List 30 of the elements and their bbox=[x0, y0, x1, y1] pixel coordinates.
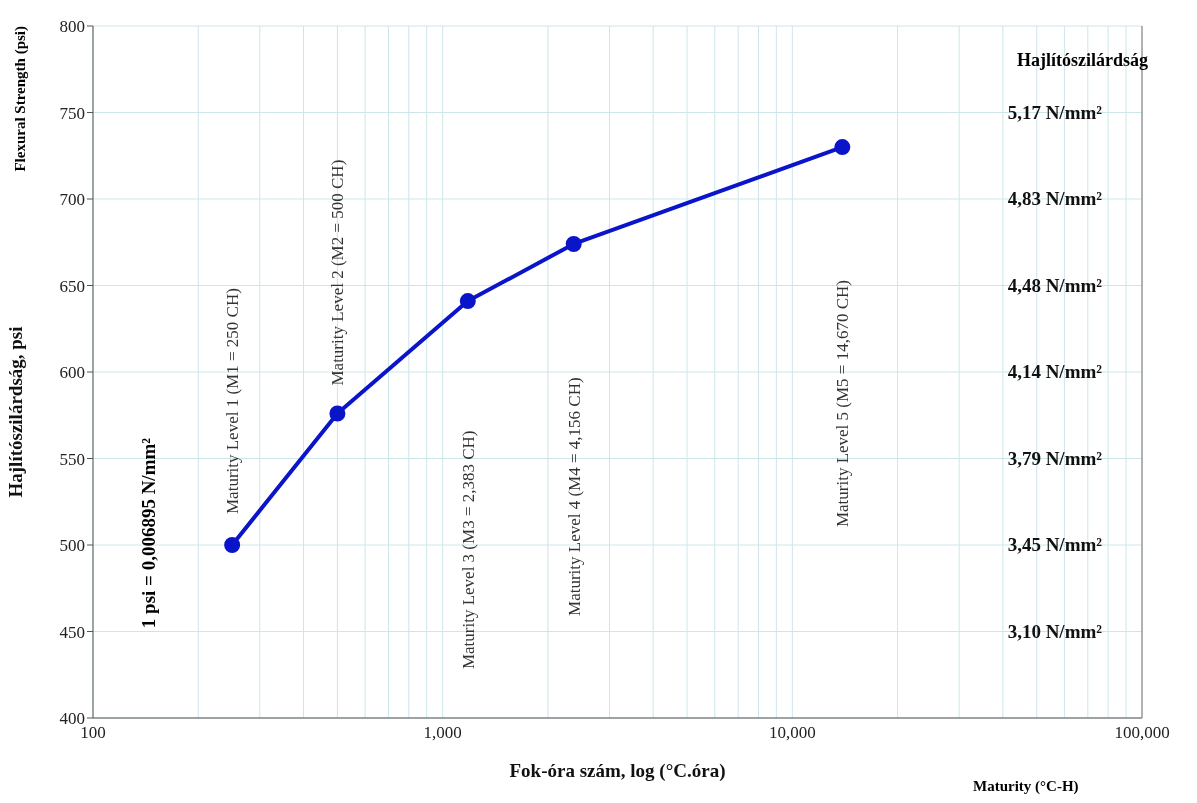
x-tick-label: 100,000 bbox=[1114, 723, 1170, 743]
y-tick-label: 700 bbox=[59, 190, 85, 210]
y-tick-label: 750 bbox=[59, 103, 85, 123]
x-tick-label: 10,000 bbox=[768, 723, 816, 743]
x-tick-label: 1,000 bbox=[423, 723, 462, 743]
text: Maturity (°C-H) bbox=[973, 778, 1079, 795]
annotation: 4,48 N/mm² bbox=[1007, 274, 1103, 296]
x-tick-label: 100 bbox=[80, 723, 106, 743]
annotation: Maturity Level 3 (M3 = 2,383 CH) bbox=[458, 430, 478, 670]
annotation: 4,83 N/mm² bbox=[1007, 188, 1103, 209]
y-tick-label: 500 bbox=[59, 536, 85, 556]
x-axis-title: Fok-óra szám, log (°C.óra) bbox=[509, 760, 726, 783]
y-tick-label: 650 bbox=[59, 276, 85, 296]
y-tick-label: 450 bbox=[59, 622, 85, 642]
annotation: Hajlítószilárdság bbox=[1017, 50, 1148, 71]
y-tick-label: 800 bbox=[59, 17, 85, 37]
y-axis-title: Hajlítószilárdság, psi bbox=[4, 326, 26, 498]
y-tick-label: 550 bbox=[59, 449, 85, 469]
annotation: 1 psi = 0,006895 N/mm² bbox=[138, 438, 160, 629]
annotation: 4,14 N/mm² bbox=[1007, 361, 1103, 382]
annotation: 3,10 N/mm² bbox=[1007, 620, 1103, 642]
annotation: Maturity Level 4 (M4 = 4,156 CH) bbox=[564, 377, 584, 616]
annotation: 3,45 N/mm² bbox=[1007, 534, 1103, 555]
y-tick-label: 600 bbox=[59, 363, 85, 383]
annotation: Maturity Level 5 (M5 = 14,670 CH) bbox=[833, 280, 853, 528]
annotation: 5,17 N/mm² bbox=[1007, 101, 1103, 123]
annotation: Maturity Level 1 (M1 = 250 CH) bbox=[223, 288, 243, 514]
text: Flexural Strength (psi) bbox=[12, 26, 29, 172]
annotation: Maturity Level 2 (M2 = 500 CH) bbox=[328, 159, 348, 386]
annotation: 3,79 N/mm² bbox=[1007, 447, 1103, 469]
